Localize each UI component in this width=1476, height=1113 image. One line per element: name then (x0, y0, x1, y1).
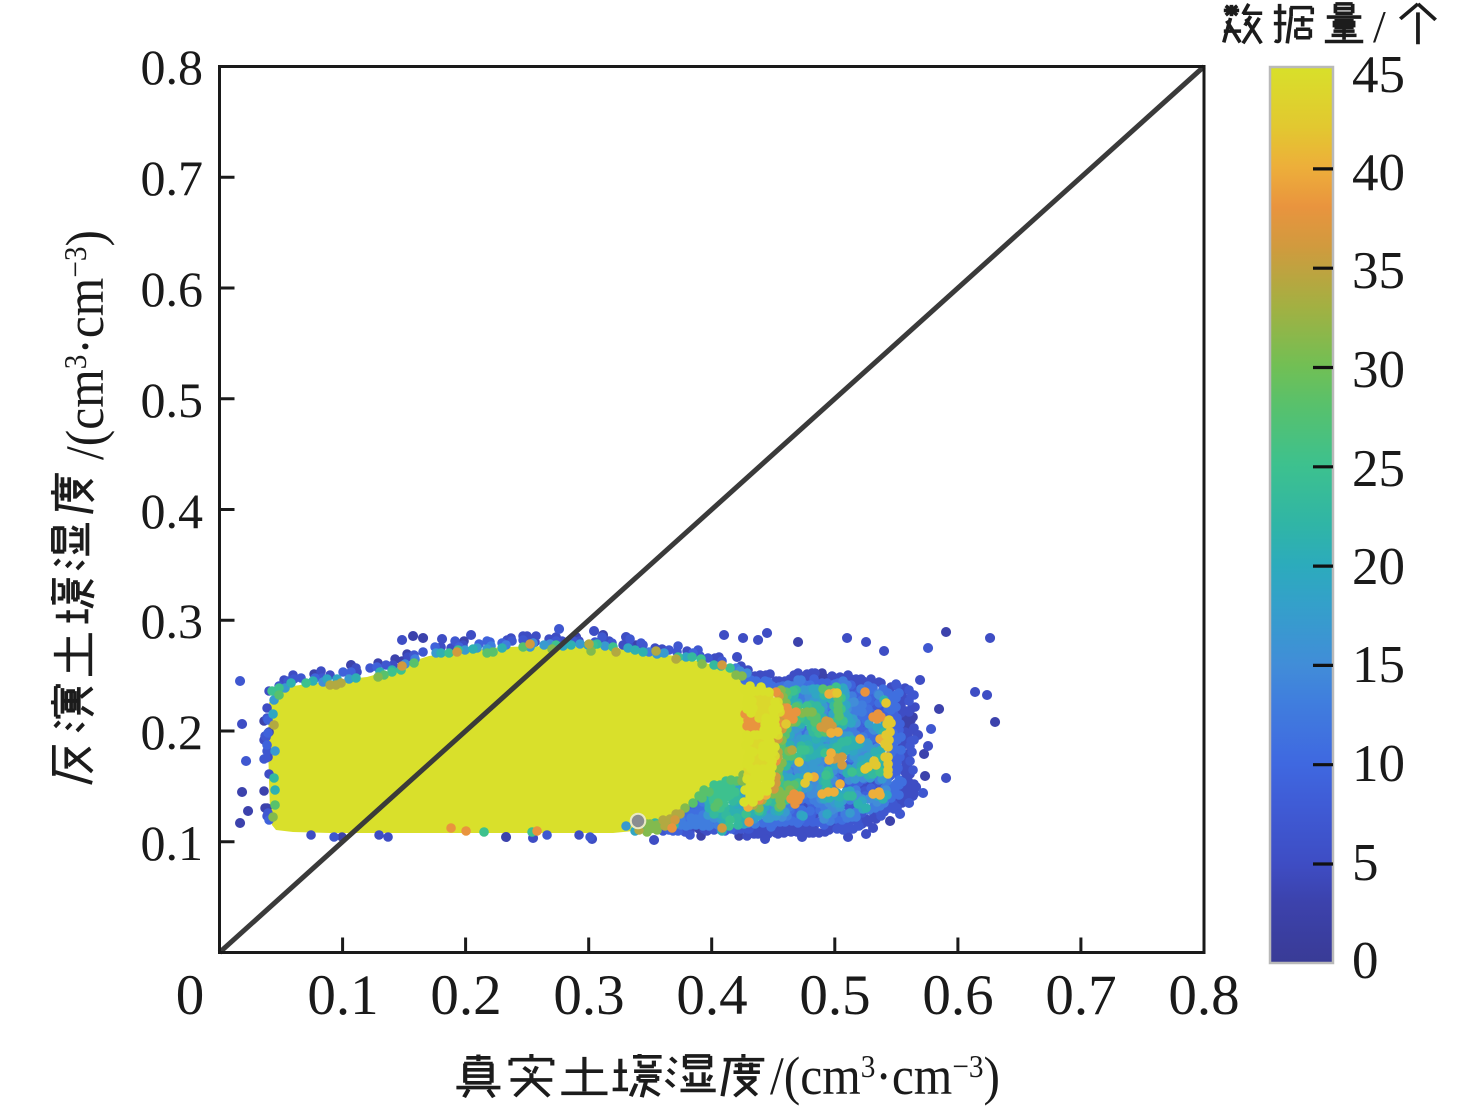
svg-text:0.2: 0.2 (141, 704, 204, 760)
svg-text:40: 40 (1352, 144, 1405, 202)
svg-text:25: 25 (1352, 440, 1405, 498)
svg-text:0.4: 0.4 (141, 483, 204, 539)
svg-text:/(cm3·cm−3): /(cm3·cm−3) (770, 1046, 1000, 1106)
svg-text:30: 30 (1352, 341, 1405, 399)
svg-text:0.3: 0.3 (141, 593, 204, 649)
svg-text:0.7: 0.7 (141, 150, 204, 206)
svg-text:45: 45 (1352, 46, 1405, 104)
svg-text:0.4: 0.4 (676, 964, 747, 1027)
svg-text:/: / (1373, 1, 1386, 52)
svg-text:0.6: 0.6 (922, 964, 993, 1027)
svg-text:15: 15 (1352, 636, 1405, 694)
svg-text:0: 0 (1352, 932, 1379, 990)
svg-text:5: 5 (1352, 834, 1379, 892)
svg-text:0.3: 0.3 (553, 964, 624, 1027)
svg-text:35: 35 (1352, 242, 1405, 300)
svg-text:0.7: 0.7 (1045, 964, 1116, 1027)
svg-text:0.8: 0.8 (1168, 964, 1239, 1027)
svg-text:0: 0 (176, 964, 205, 1027)
svg-text:0.1: 0.1 (307, 964, 378, 1027)
svg-text:20: 20 (1352, 538, 1405, 596)
svg-text:/(cm3·cm−3): /(cm3·cm−3) (55, 230, 115, 460)
svg-text:10: 10 (1352, 735, 1405, 793)
svg-text:0.2: 0.2 (430, 964, 501, 1027)
svg-text:0.8: 0.8 (141, 39, 204, 95)
svg-text:0.5: 0.5 (141, 372, 204, 428)
svg-text:0.5: 0.5 (799, 964, 870, 1027)
svg-text:0.6: 0.6 (141, 261, 204, 317)
svg-text:0.1: 0.1 (141, 815, 204, 871)
